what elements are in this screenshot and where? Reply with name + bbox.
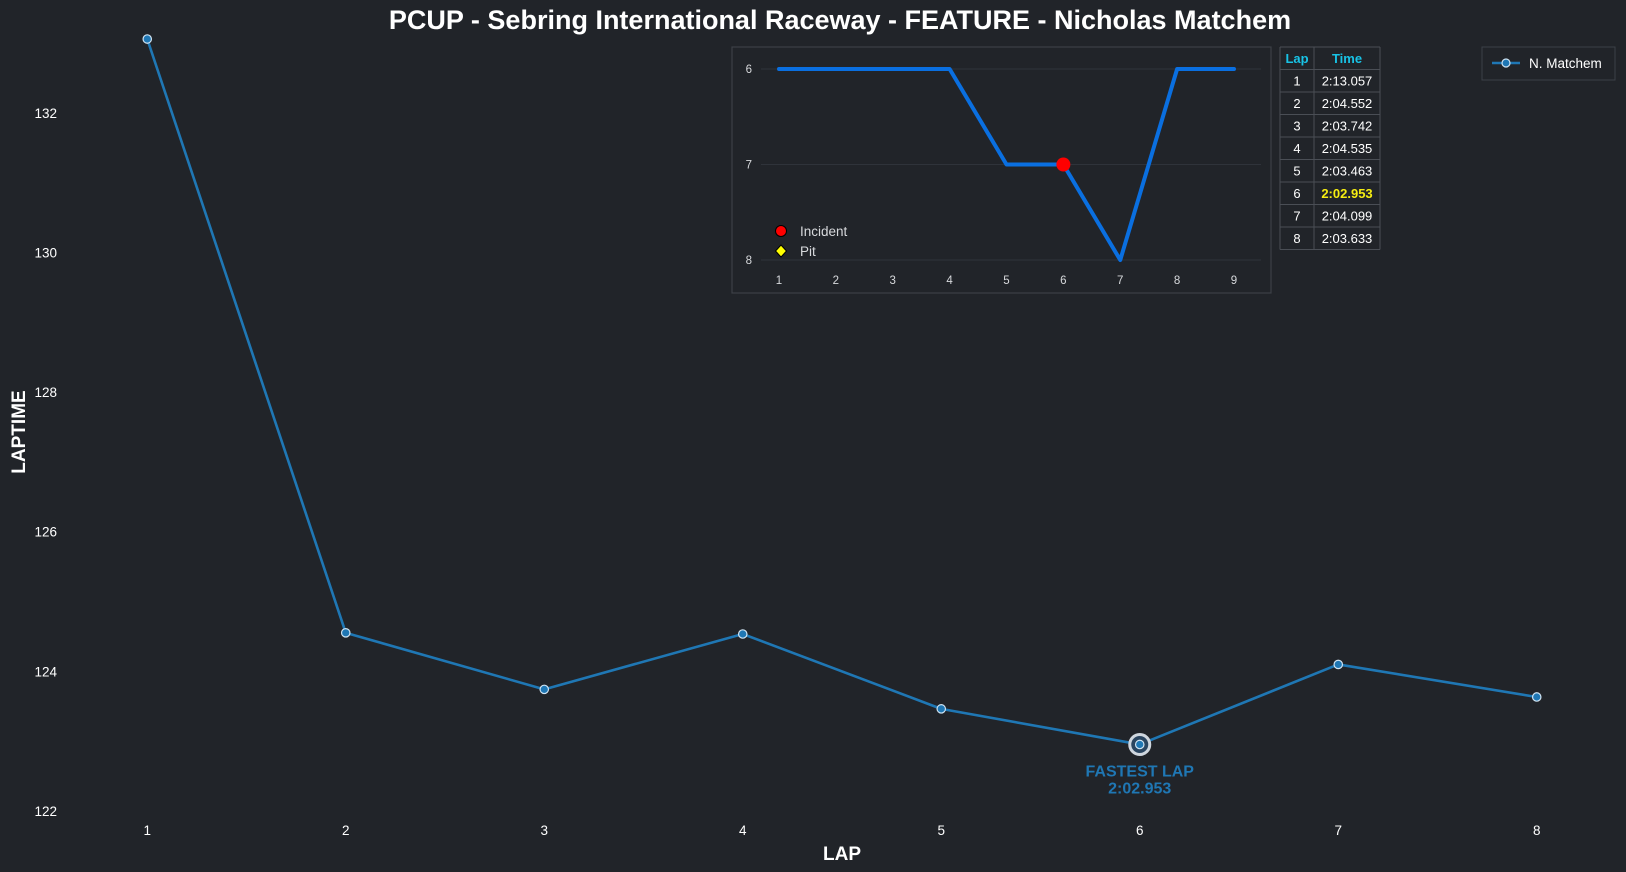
x-tick-label: 4 [739,823,747,838]
x-tick-label: 1 [143,823,151,838]
main-legend: N. Matchem [1481,46,1616,81]
table-cell-lap: 6 [1293,186,1300,201]
inset-legend-incident-label: Incident [800,224,848,239]
table-cell-time-fastest: 2:02.953 [1321,186,1372,201]
table-cell-lap: 4 [1293,141,1300,156]
data-point [737,629,748,639]
inset-x-tick-label: 9 [1231,275,1237,287]
table-cell-lap: 3 [1293,119,1300,134]
table-cell-time: 2:04.535 [1322,141,1373,156]
table-cell-time: 2:04.099 [1322,209,1373,224]
x-tick-label: 2 [342,823,350,838]
inset-legend-pit-label: Pit [800,244,816,259]
inset-y-tick-label: 8 [746,255,752,267]
lap-time-table: Lap Time 1 2:13.057 2 2:04.552 3 2:03.742 4 2:04.… [1279,46,1381,250]
data-point [1134,739,1145,750]
inset-x-tick-label: 5 [1003,275,1009,287]
table-header-lap: Lap [1285,51,1308,66]
table-cell-lap: 7 [1293,209,1300,224]
table-cell-lap: 2 [1293,96,1300,111]
x-axis-title: LAP [823,844,861,865]
table-header-time: Time [1332,51,1362,66]
table-cell-time: 2:04.552 [1322,96,1373,111]
inset-x-tick-label: 2 [833,275,839,287]
table-cell-time: 2:03.742 [1322,119,1373,134]
x-tick-label: 3 [540,823,548,838]
table-cell-time: 2:03.463 [1322,164,1373,179]
data-point [142,34,153,44]
y-tick-label: 128 [34,385,57,400]
x-tick-label: 8 [1533,823,1541,838]
table-cell-lap: 8 [1293,231,1300,246]
inset-x-tick-label: 8 [1174,275,1180,287]
inset-x-tick-label: 3 [890,275,896,287]
main-legend-marker [1501,58,1511,68]
inset-frame [731,46,1272,294]
y-tick-label: 132 [34,106,57,121]
chart-title: PCUP - Sebring International Raceway - F… [389,5,1291,35]
table-cell-time: 2:13.057 [1322,74,1373,89]
table-cell-lap: 5 [1293,164,1300,179]
x-tick-label: 6 [1136,823,1144,838]
main-legend-label: N. Matchem [1529,56,1602,71]
incident-marker [1056,157,1071,172]
series-line-n-matchem [146,38,1537,746]
inset-legend-incident-marker [775,225,787,237]
inset-x-tick-label: 7 [1117,275,1123,287]
y-axis-title: LAPTIME [9,390,30,473]
y-tick-label: 130 [34,245,57,260]
data-point [1531,692,1542,702]
data-point [1333,659,1344,670]
data-point [340,628,351,638]
table-cell-time: 2:03.633 [1322,231,1373,246]
inset-legend-pit-marker [774,244,788,258]
y-tick-label: 122 [34,804,57,819]
x-tick-label: 5 [937,823,945,838]
data-point [936,704,947,714]
inset-y-tick-label: 7 [746,160,752,172]
inset-x-tick-label: 6 [1060,275,1066,287]
fastest-lap-label: FASTEST LAP [1086,763,1195,780]
x-tick-label: 7 [1334,823,1342,838]
inset-x-tick-label: 4 [946,275,953,287]
y-tick-label: 124 [34,664,57,679]
inset-x-tick-label: 1 [776,275,782,287]
inset-position-line [777,67,1236,262]
table-cell-lap: 1 [1293,74,1300,89]
position-inset: 6 7 8 1 2 3 4 5 6 7 8 9 Incident Pit [731,46,1272,294]
inset-y-tick-label: 6 [746,64,752,76]
data-point [539,684,550,695]
fastest-lap-time: 2:02.953 [1108,780,1171,797]
y-tick-label: 126 [34,525,57,540]
